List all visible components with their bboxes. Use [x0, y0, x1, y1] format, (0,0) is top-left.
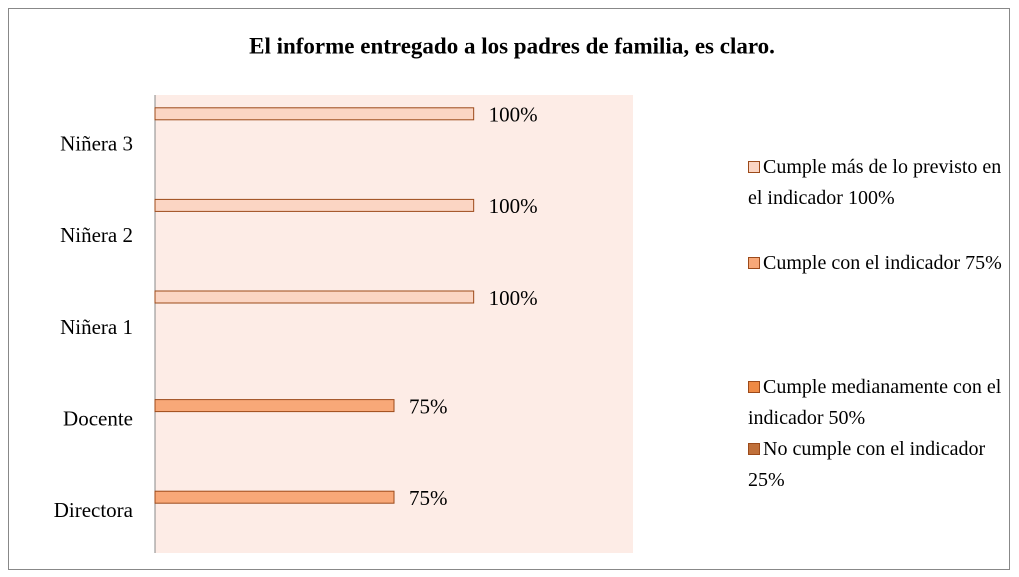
legend-entry: Cumple más de lo previsto en el indicado…: [748, 152, 1016, 214]
legend-label: No cumple con el indicador 25%: [748, 438, 986, 491]
bar: [154, 107, 475, 121]
data-label: 75%: [409, 394, 448, 418]
legend-entry: Cumple medianamente con el indicador 50%: [748, 372, 1016, 434]
plot-area: [155, 95, 633, 553]
legend-entry: No cumple con el indicador 25%: [748, 434, 1016, 496]
bar: [154, 290, 475, 304]
bar: [154, 490, 395, 504]
y-tick-label: Niñera 3: [60, 132, 133, 156]
bar: [154, 198, 475, 212]
data-label: 100%: [489, 103, 538, 127]
legend-label: Cumple con el indicador 75%: [763, 252, 1002, 274]
y-tick-label: Niñera 1: [60, 315, 133, 339]
data-label: 75%: [409, 486, 448, 510]
bar: [154, 399, 395, 413]
legend-swatch: [748, 443, 760, 455]
y-tick-label: Directora: [54, 498, 134, 522]
legend-label: Cumple medianamente con el indicador 50%: [748, 376, 1002, 429]
data-label: 100%: [489, 286, 538, 310]
legend-swatch: [748, 257, 760, 269]
y-tick-label: Docente: [63, 406, 133, 430]
legend-label: Cumple más de lo previsto en el indicado…: [748, 156, 1002, 209]
chart-title: El informe entregado a los padres de fam…: [249, 33, 775, 58]
legend-entry: Cumple con el indicador 75%: [748, 248, 1016, 279]
data-label: 100%: [489, 194, 538, 218]
legend-swatch: [748, 161, 760, 173]
legend-swatch: [748, 381, 760, 393]
y-tick-label: Niñera 2: [60, 223, 133, 247]
